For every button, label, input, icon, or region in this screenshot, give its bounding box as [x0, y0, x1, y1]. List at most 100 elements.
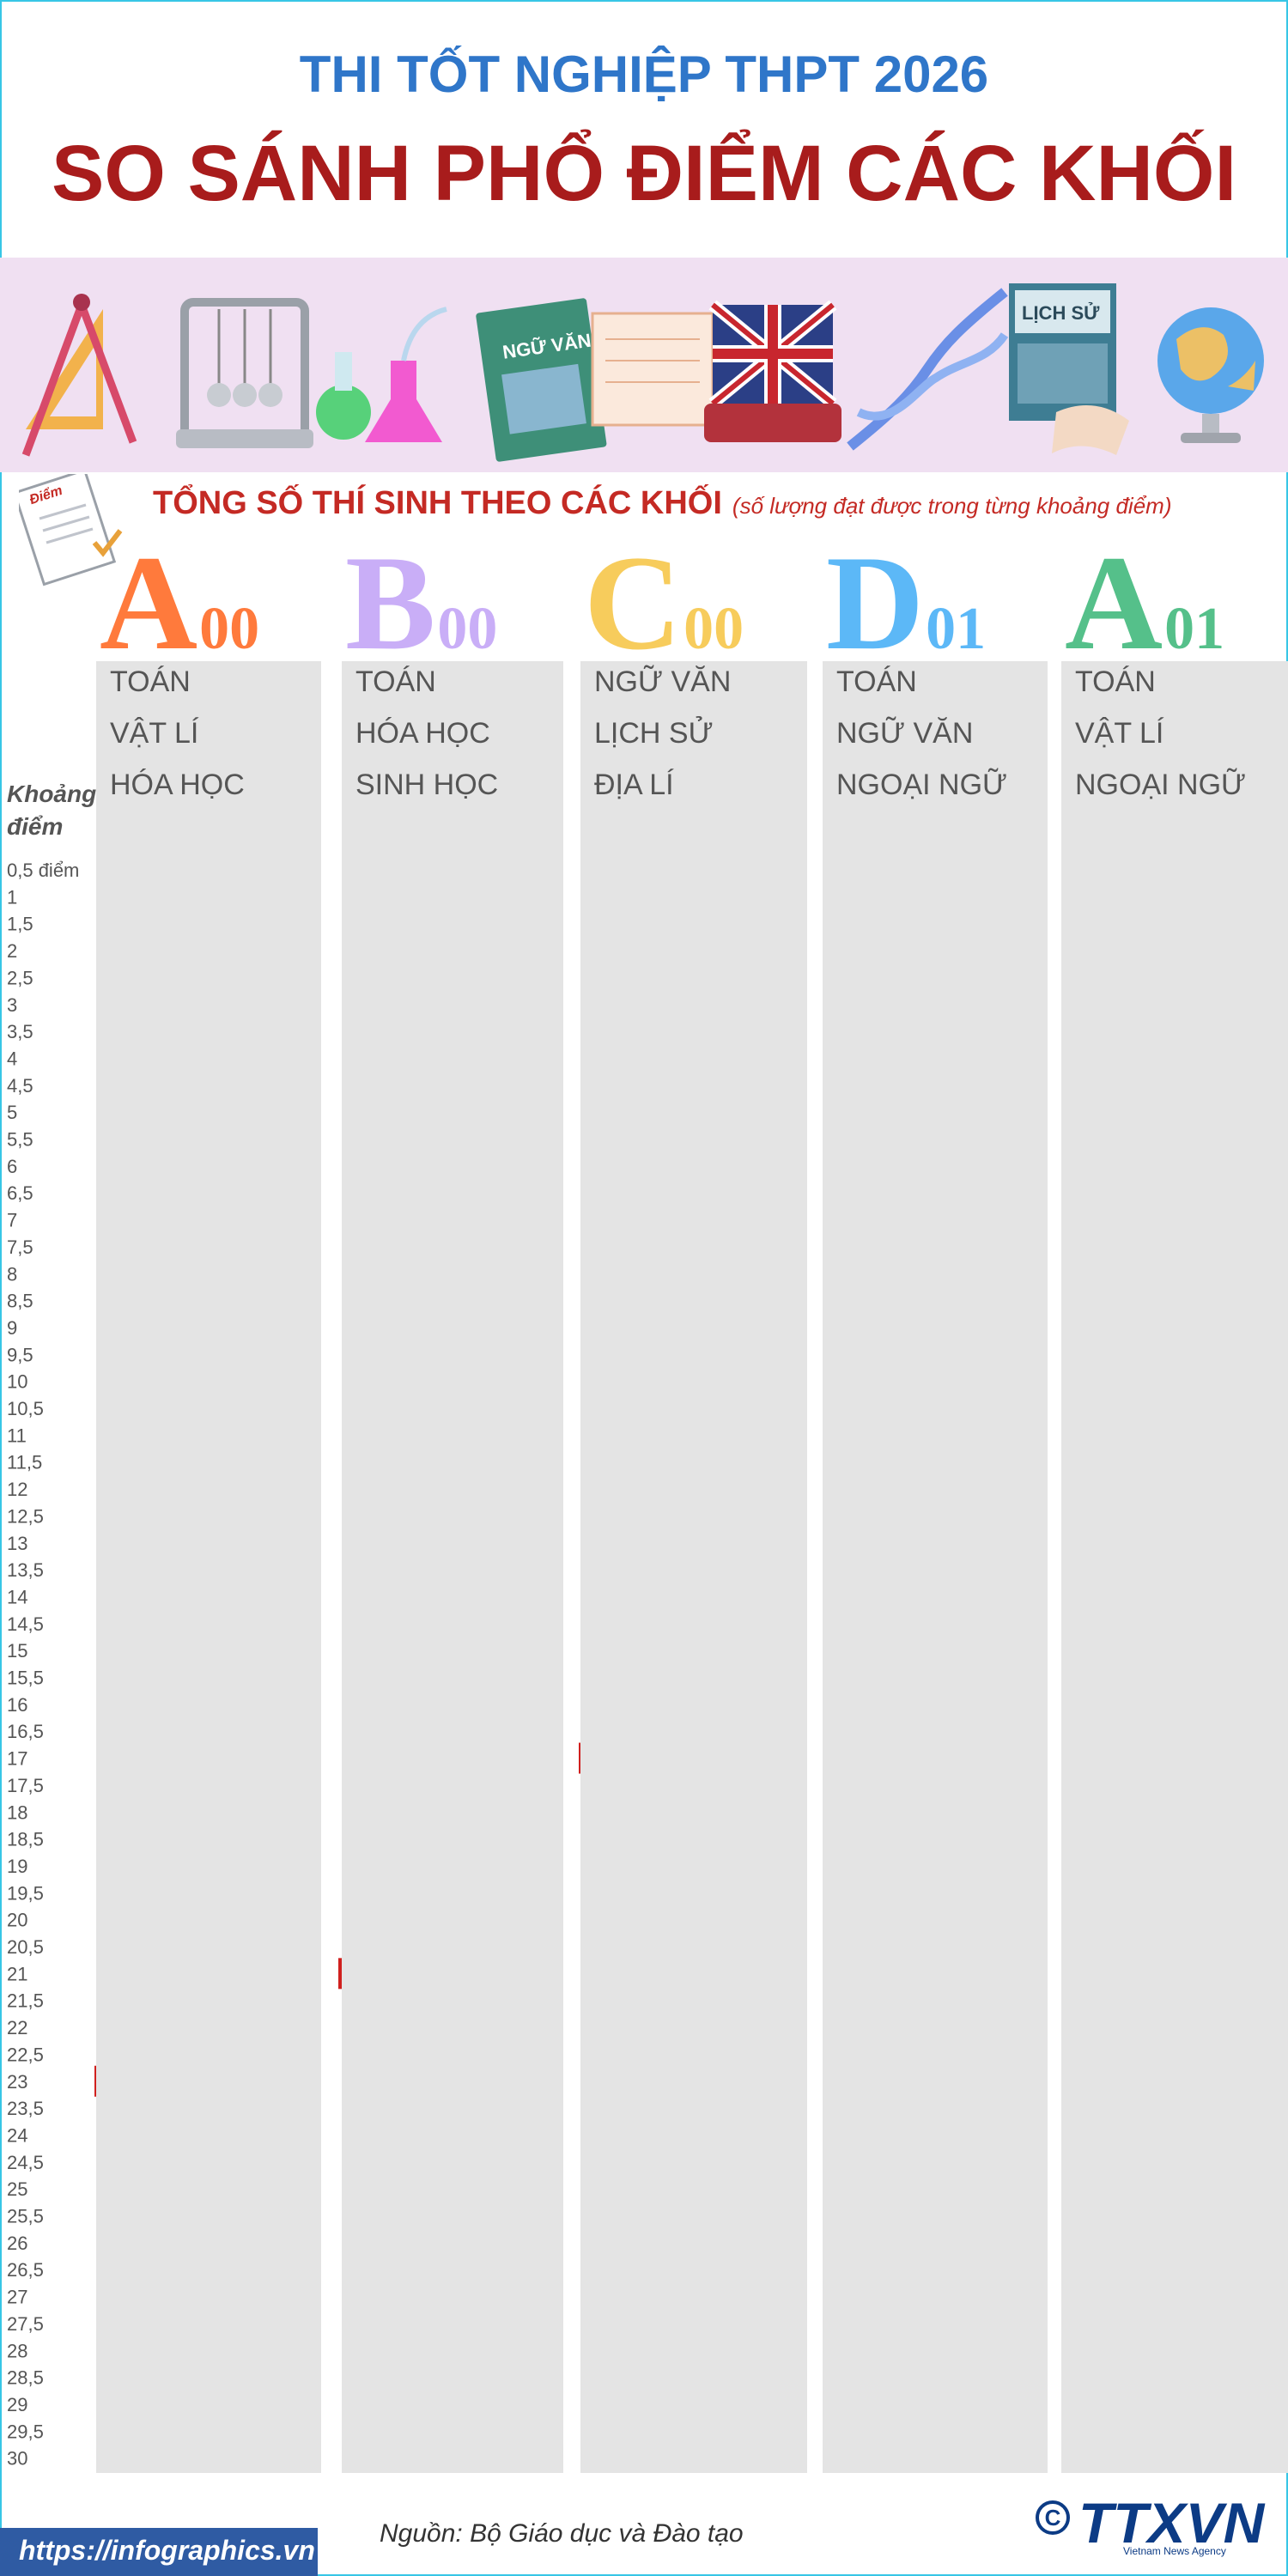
compass-ruler-icon: [21, 294, 137, 457]
score-range-label: 17: [7, 1748, 27, 1770]
block-code-letter: D: [826, 528, 925, 678]
column-background-a00: [96, 661, 321, 2473]
subject-label: VẬT LÍ: [1075, 717, 1164, 750]
block-code-a00: A00: [100, 536, 260, 671]
block-code-letter: A: [1065, 528, 1163, 678]
score-range-label: 4,5: [7, 1075, 33, 1097]
score-range-label: 27,5: [7, 2313, 44, 2335]
score-range-label: 17,5: [7, 1775, 44, 1796]
score-range-label: 19,5: [7, 1882, 44, 1904]
block-code-number: 01: [926, 596, 987, 662]
subject-illustration-banner: NGỮ VĂN LỊCH SỬ: [0, 258, 1288, 472]
score-range-label: 13: [7, 1533, 27, 1554]
subject-label: TOÁN: [836, 665, 917, 698]
subject-label: NGOẠI NGỮ: [836, 769, 1008, 801]
score-range-label: 25: [7, 2178, 27, 2200]
block-code-letter: B: [345, 528, 436, 678]
block-code-letter: A: [100, 528, 198, 678]
score-range-label: 6: [7, 1156, 17, 1177]
score-range-label: 25,5: [7, 2206, 44, 2227]
score-range-label: 4: [7, 1048, 17, 1069]
score-range-label: 7: [7, 1210, 17, 1231]
newtons-cradle-icon: [176, 298, 313, 448]
score-range-label: 23: [7, 2071, 27, 2093]
score-range-label: 9: [7, 1317, 17, 1339]
score-range-label: 27: [7, 2287, 27, 2308]
subject-label: TOÁN: [355, 665, 436, 698]
block-code-b00: B00: [345, 536, 498, 671]
score-range-label: 22: [7, 2017, 27, 2038]
score-range-label: 7,5: [7, 1236, 33, 1258]
block-code-number: 01: [1164, 596, 1225, 662]
score-range-label: 26,5: [7, 2259, 44, 2281]
subject-label: SINH HỌC: [355, 769, 499, 801]
score-range-label: 24,5: [7, 2152, 44, 2173]
block-code-number: 00: [199, 596, 260, 662]
score-range-label: 15,5: [7, 1668, 44, 1689]
score-range-label: 16: [7, 1694, 27, 1716]
score-range-label: 9,5: [7, 1344, 33, 1365]
score-range-label: 12,5: [7, 1505, 44, 1527]
column-background-b00: [342, 661, 563, 2473]
score-range-label: 11: [7, 1425, 27, 1446]
score-range-label: 2: [7, 940, 17, 962]
score-range-label: 23,5: [7, 2098, 44, 2119]
subject-label: LỊCH SỬ: [594, 717, 714, 750]
score-range-label: 21,5: [7, 1990, 44, 2012]
score-range-label: 30: [7, 2448, 27, 2470]
chart-subtitle: TỔNG SỐ THÍ SINH THEO CÁC KHỐI (số lượng …: [153, 485, 1171, 522]
score-range-label: 3: [7, 994, 17, 1016]
block-code-c00: C00: [584, 536, 744, 671]
data-source: Nguồn: Bộ Giáo dục và Đào tạo: [380, 2519, 744, 2548]
chart-subtitle-note: (số lượng đạt được trong từng khoảng điể…: [732, 493, 1172, 519]
literature-book-icon: NGỮ VĂN: [476, 298, 607, 462]
score-range-label: 18,5: [7, 1829, 44, 1850]
subject-illustration: NGỮ VĂN LỊCH SỬ: [21, 283, 1264, 462]
score-range-label: 16,5: [7, 1721, 44, 1742]
score-range-label: 10: [7, 1371, 27, 1393]
score-range-label: 15: [7, 1640, 27, 1662]
svg-text:LỊCH SỬ: LỊCH SỬ: [1022, 302, 1100, 324]
subject-label: NGỮ VĂN: [836, 717, 974, 750]
column-background-c00: [580, 661, 807, 2473]
column-background-a01: [1061, 661, 1288, 2473]
score-range-label: 8,5: [7, 1291, 33, 1312]
subject-label: HÓA HỌC: [110, 769, 245, 801]
subject-label: NGOẠI NGỮ: [1075, 769, 1247, 801]
subject-label: TOÁN: [1075, 665, 1156, 698]
score-range-label: 28: [7, 2340, 27, 2361]
english-book-icon: [704, 300, 841, 442]
subject-label: HÓA HỌC: [355, 717, 490, 750]
block-code-d01: D01: [826, 536, 987, 671]
score-range-label: 21: [7, 1963, 27, 1984]
page-supertitle: THI TỐT NGHIỆP THPT 2026: [299, 46, 989, 103]
score-sheet-icon: Điểm: [19, 474, 123, 586]
subject-label: ĐỊA LÍ: [594, 769, 674, 801]
block-code-number: 00: [437, 596, 498, 662]
subject-label: NGỮ VĂN: [594, 665, 732, 698]
score-range-label: 3,5: [7, 1021, 33, 1042]
score-range-label: 0,5 điểm: [7, 860, 79, 881]
score-range-label: 20: [7, 1910, 27, 1931]
dna-icon: [847, 288, 1009, 451]
score-range-label: 11,5: [7, 1452, 42, 1473]
score-range-label: 1: [7, 886, 17, 908]
score-range-label: 14,5: [7, 1613, 44, 1635]
open-notebook-icon: [591, 312, 714, 427]
score-range-label: 1,5: [7, 914, 33, 935]
ttxvn-logo: TTXVN: [1078, 2491, 1265, 2555]
score-range-label: 26: [7, 2233, 27, 2254]
chart-subtitle-main: TỔNG SỐ THÍ SINH THEO CÁC KHỐI: [153, 485, 722, 521]
score-range-label: 12: [7, 1479, 27, 1500]
score-range-label: 8: [7, 1263, 17, 1285]
page-title: SO SÁNH PHỔ ĐIỂM CÁC KHỐI: [51, 130, 1237, 217]
score-range-label: 20,5: [7, 1936, 44, 1958]
score-range-label: 14: [7, 1586, 27, 1607]
score-range-label: 2,5: [7, 967, 33, 988]
score-range-label: 5: [7, 1102, 17, 1123]
score-range-label: 13,5: [7, 1559, 44, 1581]
block-code-number: 00: [683, 596, 744, 662]
footer-url[interactable]: https://infographics.vn: [19, 2535, 315, 2566]
ttxvn-logo-subtitle: Vietnam News Agency: [1123, 2545, 1226, 2557]
score-range-label: 6,5: [7, 1182, 33, 1204]
